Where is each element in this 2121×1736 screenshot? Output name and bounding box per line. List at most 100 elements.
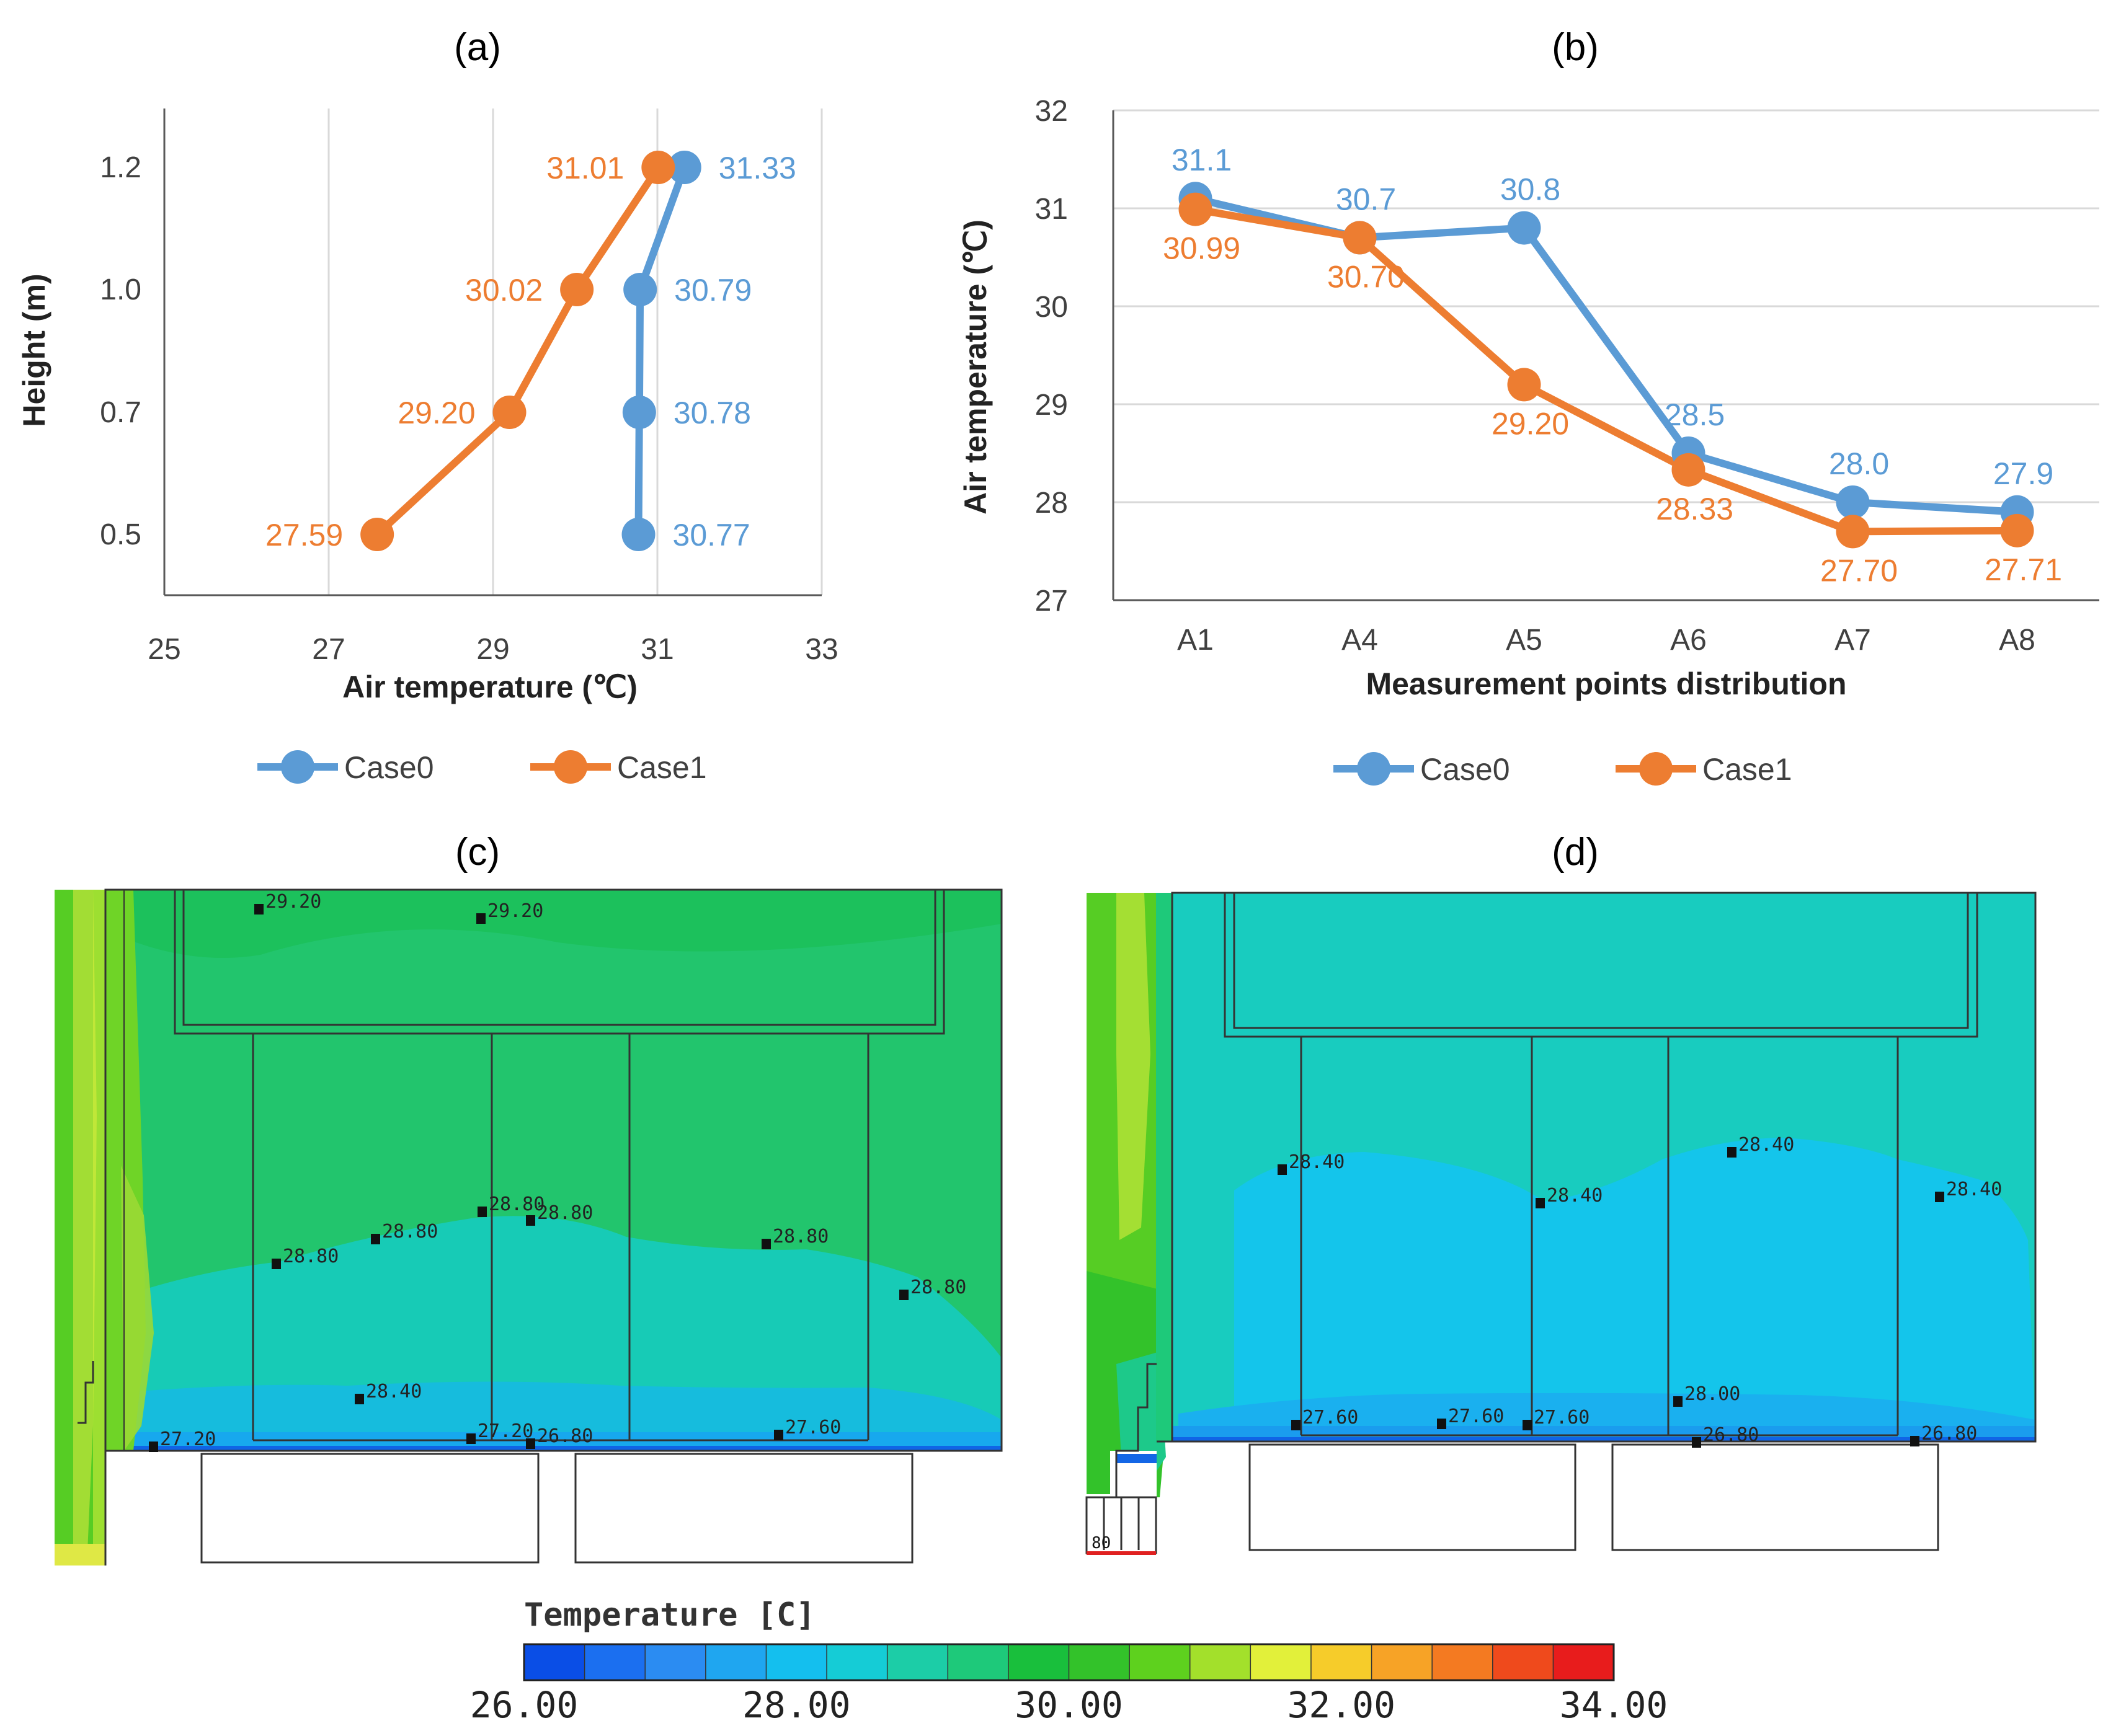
chart-a-point-case1	[641, 151, 675, 184]
colorbar-cell	[1008, 1644, 1070, 1681]
colorbar-cell	[644, 1644, 707, 1681]
chart-b-series-line-case0	[1194, 195, 2017, 516]
probe-marker	[1935, 1192, 1944, 1202]
chart-b-data-label: 30.70	[1327, 259, 1405, 294]
colorbar-cell	[1492, 1644, 1554, 1681]
probe-label: 28.40	[1547, 1185, 1603, 1207]
chart-a-data-label: 30.02	[465, 273, 543, 308]
chart-b-x-tick-label: A6	[1670, 624, 1707, 657]
probe-marker	[1673, 1396, 1683, 1407]
chart-b-data-label: 27.9	[1993, 456, 2053, 491]
chart-a-y-tick-label: 0.7	[100, 396, 141, 429]
probe-label: 28.80	[773, 1226, 829, 1247]
chart-b-y-tick-label: 31	[1035, 193, 1068, 226]
probe-label: 27.20	[478, 1420, 533, 1442]
probe-label: 27.20	[160, 1428, 216, 1450]
probe-marker	[254, 904, 264, 914]
colorbar-cell	[886, 1644, 949, 1681]
probe-label: 28.80	[283, 1246, 339, 1267]
chart-b-legend-label: Case0	[1420, 752, 1510, 787]
chart-b-y-tick-label: 30	[1035, 291, 1068, 324]
probe-marker	[476, 913, 486, 924]
colorbar-tick-label: 34.00	[1560, 1684, 1668, 1726]
chart-a-point-case0	[621, 518, 656, 551]
probe-label: 29.20	[265, 891, 321, 913]
chart-a-y-label: Height (m)	[17, 273, 51, 427]
chart-a-point-case0	[623, 273, 657, 306]
probe-marker	[1910, 1436, 1919, 1446]
panel-b-title: (b)	[1552, 26, 1599, 69]
contour-plot-d: 80 28.40 28.40 28.40 28.40 27.60 27.60 27.60 28…	[1085, 892, 2037, 1562]
chart-a-legend-marker	[554, 750, 587, 784]
chart-a-y-tick-label: 0.5	[100, 518, 141, 551]
chart-a-legend: Case0 Case1	[257, 750, 707, 785]
chart-a-data-label: 30.78	[674, 396, 751, 430]
colorbar-tick-label: 32.00	[1287, 1684, 1395, 1726]
chart-b-data-label: 27.71	[1985, 552, 2062, 587]
panel-d-title: (d)	[1552, 831, 1599, 874]
colorbar-cell	[705, 1644, 767, 1681]
colorbar-cell	[1310, 1644, 1372, 1681]
chart-a-series-line-case1	[375, 165, 662, 538]
probe-label: 28.40	[1946, 1179, 2002, 1200]
edge-label: 80	[1092, 1534, 1111, 1552]
chart-b-y-tick-label: 27	[1035, 585, 1068, 618]
probe-marker	[1437, 1419, 1446, 1429]
colorbar-cell	[1129, 1644, 1191, 1681]
chart-a-point-case0	[622, 396, 656, 429]
chart-b-y-tick-label: 28	[1035, 487, 1068, 520]
probe-label: 28.80	[382, 1221, 438, 1242]
colorbar-cell	[1431, 1644, 1494, 1681]
probe-label: 28.80	[489, 1194, 545, 1215]
probe-marker	[371, 1234, 380, 1244]
probe-label: 29.20	[487, 900, 543, 922]
colorbar-cell	[947, 1644, 1010, 1681]
chart-a-point-case1	[560, 273, 594, 306]
chart-b-series-line-case1	[1194, 205, 2017, 536]
chart-b-data-label: 30.7	[1336, 182, 1396, 216]
chart-b-x-tick-label: A5	[1506, 624, 1542, 657]
chart-b-point-case1	[1507, 368, 1541, 402]
probe-marker	[526, 1438, 535, 1449]
probe-label: 26.80	[1703, 1424, 1759, 1446]
chart-b-point-case0	[1836, 485, 1870, 519]
probe-label: 27.60	[1302, 1407, 1358, 1428]
chart-b-y-tick-label: 29	[1035, 389, 1068, 422]
colorbar-cell	[1552, 1644, 1615, 1681]
chart-a-legend-label: Case0	[344, 750, 434, 785]
chart-a-point-case1	[492, 396, 527, 429]
probe-label: 27.60	[785, 1417, 841, 1438]
probe-marker	[899, 1290, 909, 1300]
colorbar-cell	[826, 1644, 888, 1681]
chart-a-data-label: 27.59	[265, 518, 343, 552]
chart-a-x-tick-label: 31	[641, 633, 674, 666]
chart-b-x-tick-label: A8	[1999, 624, 2035, 657]
colorbar-cell	[584, 1644, 646, 1681]
chart-b-data-label: 28.0	[1829, 446, 1889, 481]
chart-a-x-label: Air temperature (℃)	[342, 670, 638, 704]
chart-b-data-label: 31.1	[1172, 143, 1232, 177]
probe-label: 26.80	[1921, 1423, 1977, 1445]
chart-b-data-label: 28.33	[1656, 492, 1733, 526]
probe-marker	[1523, 1420, 1532, 1430]
contour-plot-c: 29.20 29.2028.8028.8028.8028.8028.8028.80…	[55, 888, 1003, 1566]
chart-a-point-case0	[667, 151, 701, 184]
chart-a-data-label: 30.77	[673, 518, 750, 552]
probe-marker	[526, 1215, 535, 1226]
chart-a-x-tick-label: 33	[805, 633, 838, 666]
chart-a-data-label: 31.01	[546, 151, 624, 185]
chart-a-series-line-case0	[634, 166, 688, 535]
colorbar-cell	[1250, 1644, 1312, 1681]
probe-label: 26.80	[537, 1425, 593, 1447]
colorbar-title: Temperature [C]	[524, 1596, 816, 1634]
chart-a-data-label: 30.79	[674, 273, 752, 308]
chart-b: A1 A4 A5 A6 A7 A8 27 28 29 30 31 32 Measurement po…	[958, 95, 2099, 787]
probe-label: 28.80	[910, 1277, 966, 1298]
chart-b-point-case1	[1343, 221, 1377, 255]
colorbar: Temperature [C] 26.00 28.00 30.00 32.00 34.0…	[470, 1596, 1668, 1726]
chart-b-point-case0	[1507, 211, 1541, 245]
probe-marker	[1692, 1437, 1701, 1448]
chart-b-legend: Case0 Case1	[1333, 752, 1792, 787]
probe-marker	[149, 1442, 158, 1452]
